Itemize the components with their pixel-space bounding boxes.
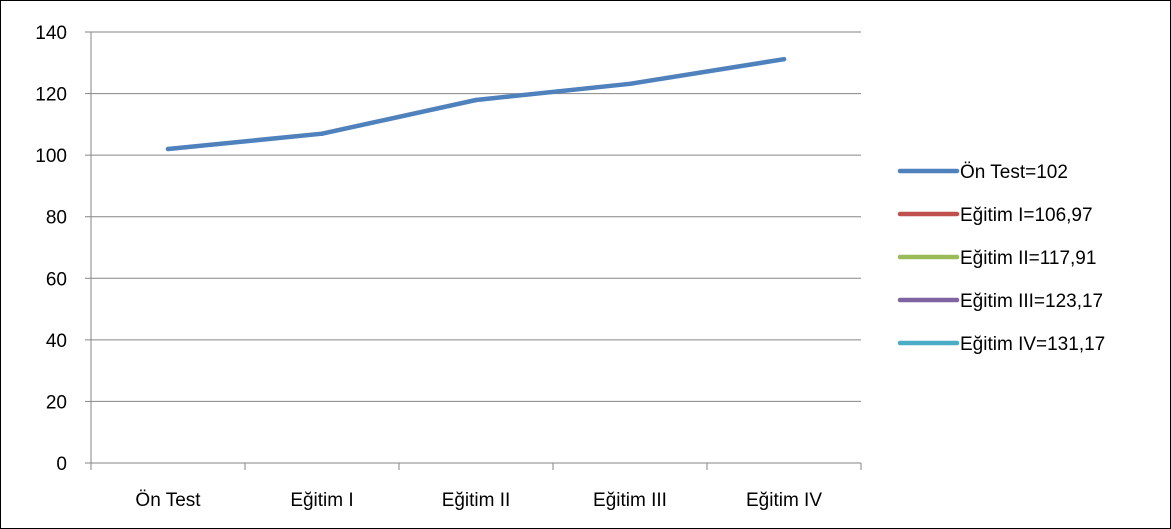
legend-label: Eğitim III=123,17 — [960, 291, 1103, 312]
x-tick-label: Eğitim I — [290, 490, 353, 511]
series-line — [165, 56, 787, 152]
legend-label: Ön Test=102 — [960, 162, 1068, 183]
y-tick-label: 20 — [46, 392, 67, 413]
x-tick-label: Eğitim IV — [746, 490, 822, 511]
y-tick-label: 60 — [46, 269, 67, 290]
y-tick-label: 40 — [46, 331, 67, 352]
x-tick-labels: Ön Test Eğitim I Eğitim II Eğitim III Eğitim… — [135, 490, 822, 511]
series-lines — [165, 56, 787, 152]
data-point — [165, 146, 171, 152]
data-point — [781, 56, 787, 62]
x-tick-label: Eğitim III — [593, 490, 667, 511]
legend-label: Eğitim IV=131,17 — [960, 334, 1105, 355]
y-tick-labels: 0 20 40 60 80 100 120 140 — [35, 23, 67, 475]
x-tick-label: Eğitim II — [442, 490, 511, 511]
legend-label: Eğitim II=117,91 — [960, 248, 1096, 269]
axes — [85, 31, 862, 470]
data-point — [627, 81, 633, 87]
x-tick-label: Ön Test — [135, 490, 201, 511]
legend-label: Eğitim I=106,97 — [960, 205, 1093, 226]
y-tick-label: 100 — [35, 146, 67, 167]
legend: Ön Test=102 Eğitim I=106,97 Eğitim II=117,… — [897, 162, 1105, 355]
data-point — [319, 131, 325, 136]
data-point — [473, 97, 479, 103]
y-tick-label: 140 — [35, 23, 67, 44]
y-tick-label: 80 — [46, 208, 67, 229]
gridlines — [91, 31, 861, 464]
y-tick-label: 0 — [56, 454, 67, 475]
y-tick-label: 120 — [35, 85, 67, 106]
